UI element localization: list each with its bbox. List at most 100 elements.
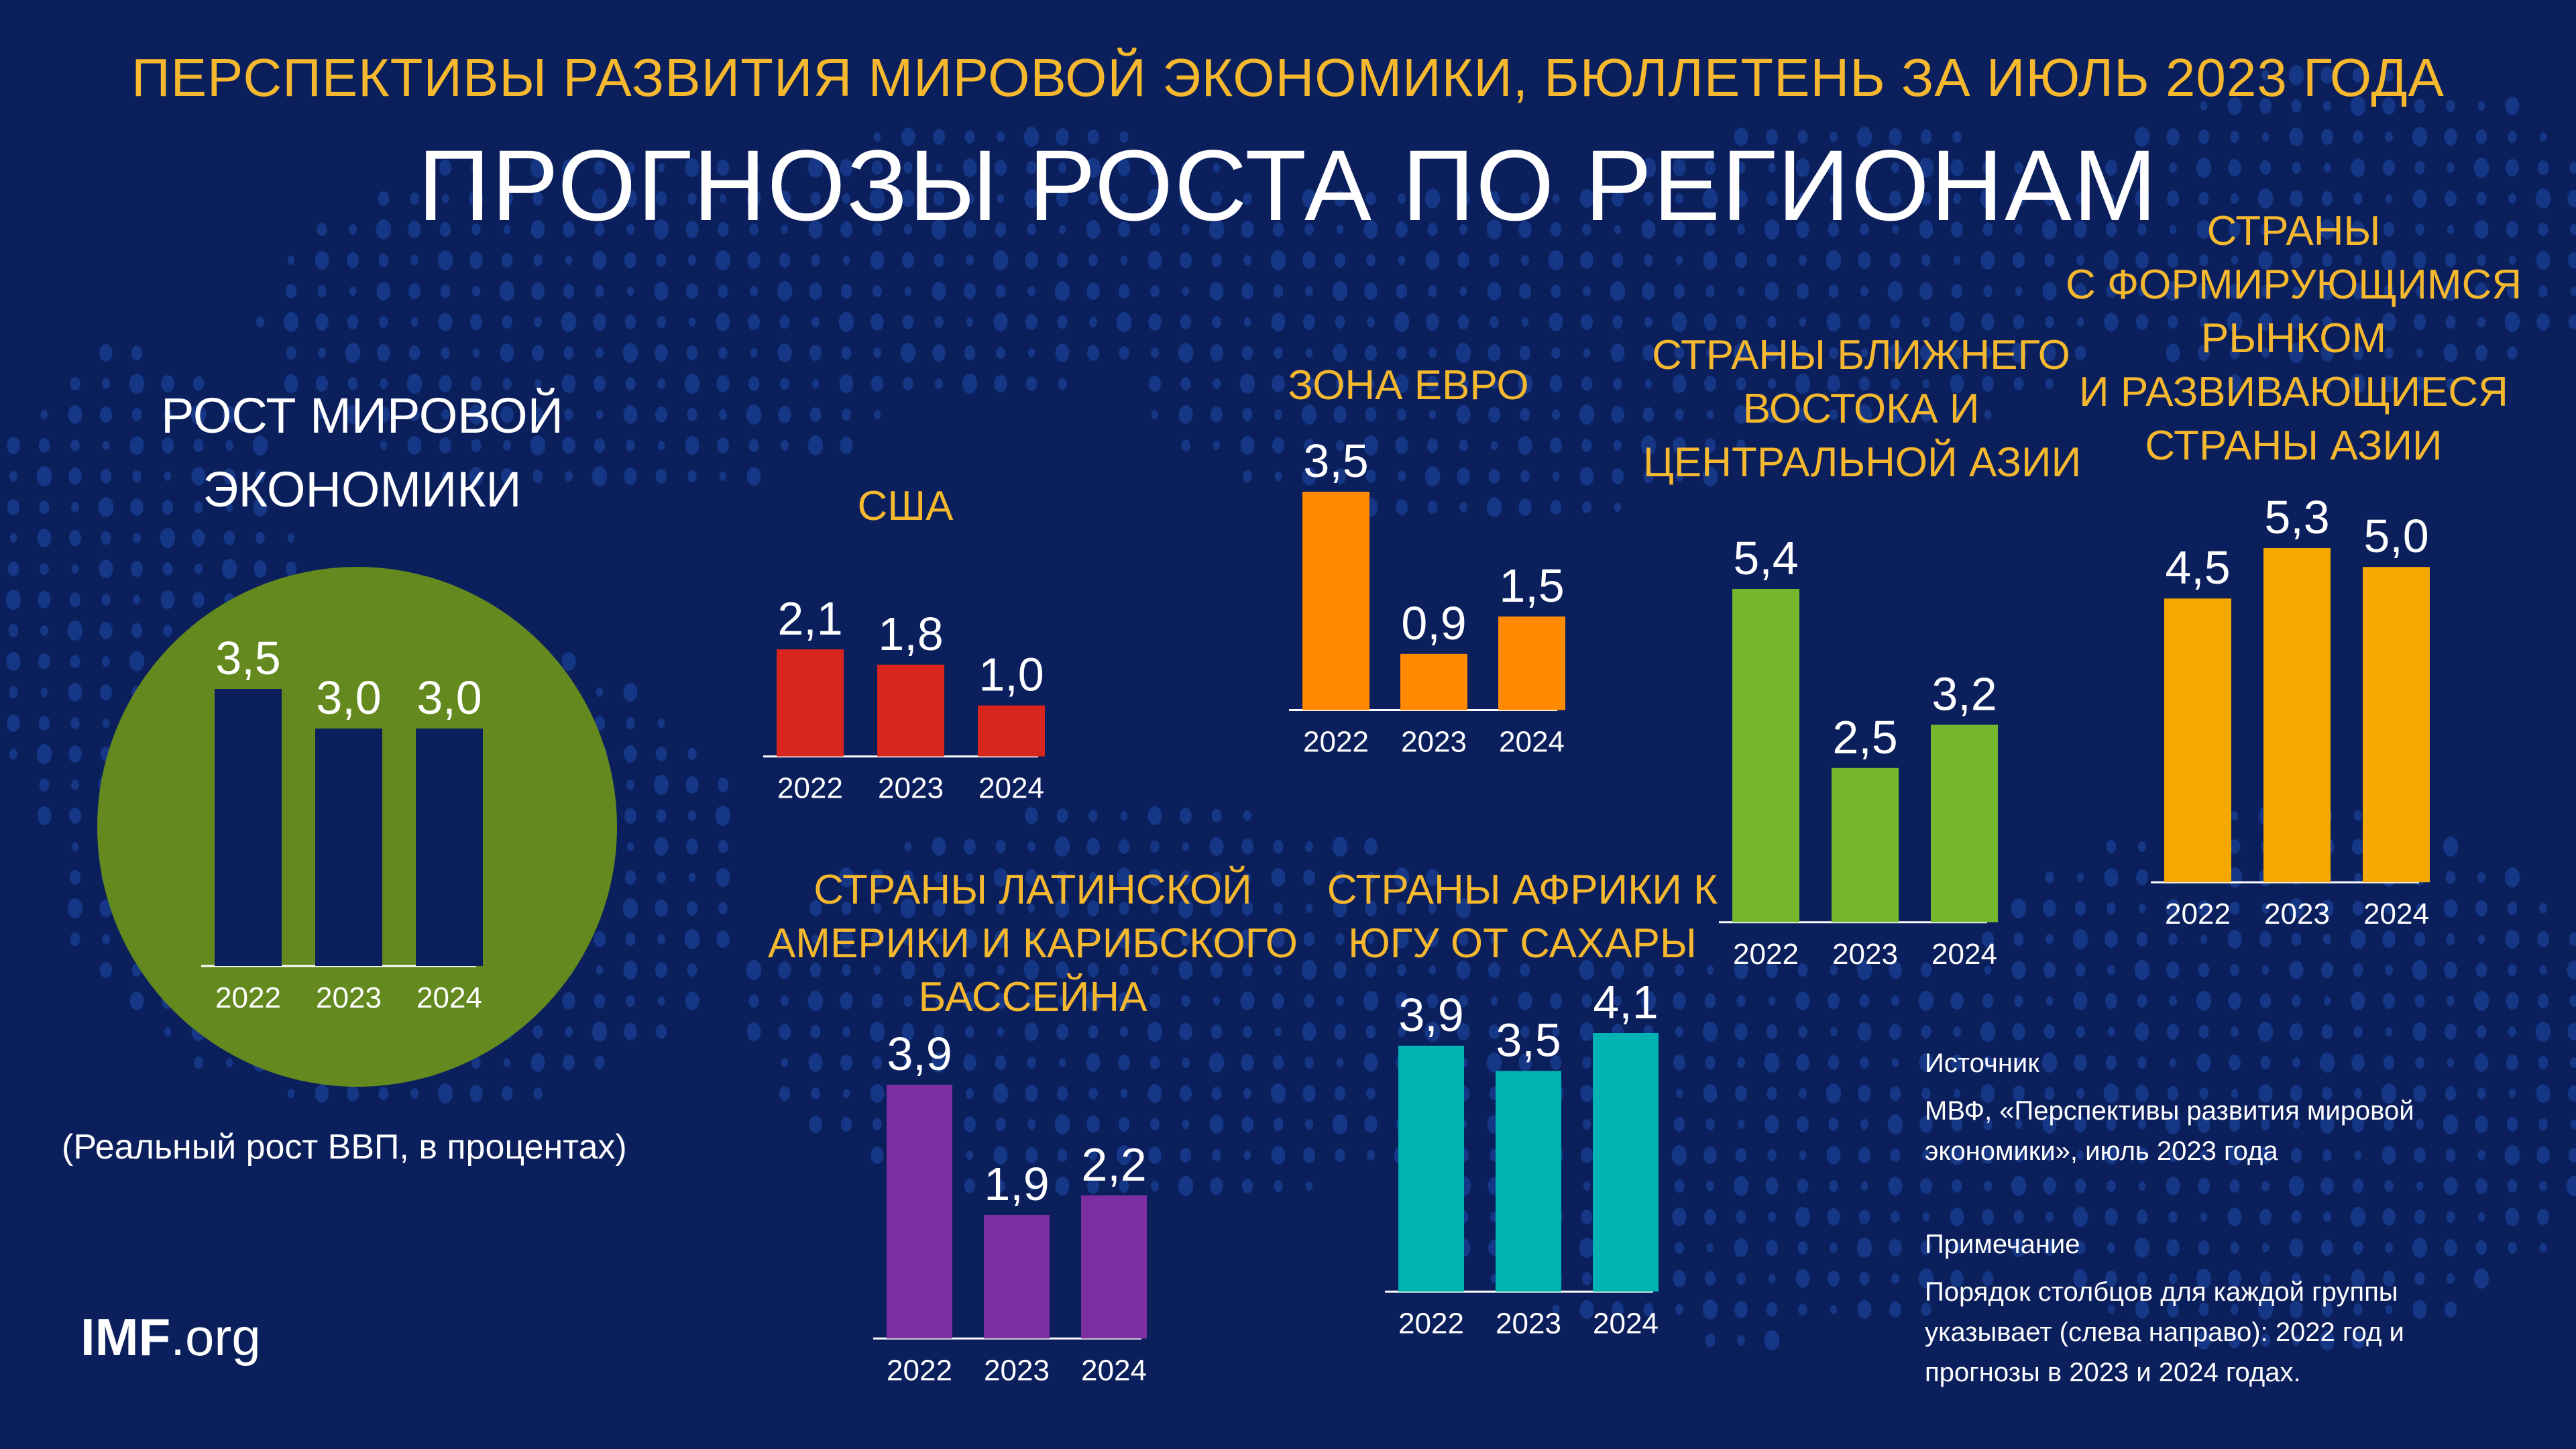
latam-title-line: АМЕРИКИ И КАРИБСКОГО bbox=[767, 920, 1298, 967]
emasia-title-line: И РАЗВИВАЮЩИЕСЯ bbox=[2079, 369, 2508, 415]
us-title-line: США bbox=[857, 483, 954, 529]
euro-title-line: ЗОНА ЕВРО bbox=[1288, 362, 1529, 409]
bar-2022 bbox=[777, 649, 844, 757]
source-text: МВФ, «Перспективы развития мировой эконо… bbox=[1925, 1091, 2448, 1171]
report-supertitle: ПЕРСПЕКТИВЫ РАЗВИТИЯ МИРОВОЙ ЭКОНОМИКИ, … bbox=[131, 48, 2445, 107]
data-label: 5,0 bbox=[2363, 510, 2428, 562]
emasia-title-line: РЫНКОМ bbox=[2200, 315, 2387, 362]
data-label: 3,9 bbox=[1398, 988, 1463, 1040]
note-line: указывает (слева направо): 2022 год и bbox=[1925, 1318, 2404, 1347]
x-tick-label: 2022 bbox=[777, 772, 843, 805]
emasia-bar-chart: 4,5 2022 5,3 2023 5,0 2024 bbox=[2151, 491, 2430, 930]
data-label: 2,2 bbox=[1081, 1138, 1146, 1191]
bar-2024 bbox=[1593, 1032, 1659, 1291]
world-title-line: РОСТ МИРОВОЙ bbox=[161, 388, 563, 443]
data-label: 3,5 bbox=[1303, 435, 1368, 487]
note-line: прогнозы в 2023 и 2024 годах. bbox=[1925, 1358, 2301, 1387]
latam-bar-chart: 3,9 2022 1,9 2023 2,2 2024 bbox=[873, 1028, 1147, 1387]
x-tick-label: 2022 bbox=[887, 1354, 952, 1387]
bar-2023 bbox=[1496, 1070, 1561, 1291]
unit-note: (Реальный рост ВВП, в процентах) bbox=[62, 1128, 627, 1167]
x-tick-label: 2024 bbox=[1593, 1307, 1659, 1340]
data-label: 3,9 bbox=[887, 1028, 952, 1080]
euro-title: ЗОНА ЕВРО bbox=[1247, 359, 1569, 413]
bar-2024 bbox=[2363, 566, 2430, 882]
emasia-title-line: СТРАНЫ АЗИИ bbox=[2145, 423, 2443, 469]
data-label: 1,0 bbox=[978, 649, 1044, 701]
mecena-title-line: СТРАНЫ БЛИЖНЕГО bbox=[1652, 332, 2070, 378]
bar-2023 bbox=[1400, 653, 1467, 710]
world-title: РОСТ МИРОВОЙ ЭКОНОМИКИ bbox=[121, 379, 604, 527]
data-label: 5,4 bbox=[1733, 532, 1798, 584]
bar-2022 bbox=[1302, 491, 1369, 710]
us-title: США bbox=[771, 480, 1040, 533]
x-tick-label: 2022 bbox=[1733, 938, 1799, 971]
source-heading: Источник bbox=[1925, 1049, 2039, 1078]
bar-2023 bbox=[2263, 547, 2331, 882]
x-tick-label: 2023 bbox=[2264, 898, 2330, 930]
data-label: 3,0 bbox=[416, 672, 482, 724]
bar-2022 bbox=[887, 1084, 952, 1338]
x-tick-label: 2023 bbox=[1496, 1307, 1561, 1340]
latam-title-line: СТРАНЫ ЛАТИНСКОЙ bbox=[814, 867, 1252, 913]
data-label: 1,9 bbox=[984, 1158, 1049, 1210]
source-line: экономики», июль 2023 года bbox=[1925, 1136, 2278, 1166]
logo-light: .org bbox=[170, 1307, 261, 1366]
data-label: 0,9 bbox=[1401, 596, 1466, 649]
data-label: 3,5 bbox=[215, 632, 280, 684]
world-title-line: ЭКОНОМИКИ bbox=[203, 462, 522, 517]
bar-2024 bbox=[1498, 616, 1565, 710]
data-label: 3,5 bbox=[1496, 1014, 1561, 1066]
x-tick-label: 2022 bbox=[2165, 898, 2231, 930]
note-heading: Примечание bbox=[1925, 1230, 2080, 1259]
x-tick-label: 2022 bbox=[215, 981, 281, 1014]
x-tick-label: 2023 bbox=[1401, 725, 1467, 758]
x-tick-label: 2024 bbox=[2363, 898, 2429, 930]
x-tick-label: 2023 bbox=[316, 981, 382, 1014]
bar-2023 bbox=[315, 729, 382, 966]
x-tick-label: 2024 bbox=[416, 981, 482, 1014]
page-title: ПРОГНОЗЫ РОСТА ПО РЕГИОНАМ bbox=[418, 129, 2158, 241]
x-tick-label: 2024 bbox=[978, 772, 1044, 805]
bar-2024 bbox=[416, 729, 483, 966]
latam-title: СТРАНЫ ЛАТИНСКОЙ АМЕРИКИ И КАРИБСКОГО БА… bbox=[765, 863, 1301, 1024]
x-tick-label: 2023 bbox=[984, 1354, 1050, 1387]
x-tick-label: 2024 bbox=[1499, 725, 1565, 758]
data-label: 2,1 bbox=[777, 592, 842, 645]
latam-title-line: БАССЕЙНА bbox=[918, 974, 1147, 1020]
mecena-title-line: ЦЕНТРАЛЬНОЙ АЗИИ bbox=[1643, 439, 2082, 486]
source-line: МВФ, «Перспективы развития мировой bbox=[1925, 1096, 2414, 1126]
data-label: 3,0 bbox=[316, 672, 381, 724]
ssa-title-line: ЮГУ ОТ САХАРЫ bbox=[1348, 920, 1697, 967]
data-label: 5,3 bbox=[2264, 491, 2329, 543]
note-line: Порядок столбцов для каждой группы bbox=[1925, 1277, 2398, 1307]
bar-2022 bbox=[1732, 589, 1799, 922]
mecena-title-line: ВОСТОКА И bbox=[1742, 386, 1980, 432]
logo-bold: IMF bbox=[80, 1307, 171, 1366]
bar-2024 bbox=[978, 705, 1045, 757]
emasia-title: СТРАНЫ С ФОРМИРУЮЩИМСЯ РЫНКОМ И РАЗВИВАЮ… bbox=[2066, 205, 2522, 473]
note-text: Порядок столбцов для каждой группы указы… bbox=[1925, 1272, 2448, 1393]
mecena-bar-chart: 5,4 2022 2,5 2023 3,2 2024 bbox=[1719, 532, 1998, 971]
us-bar-chart: 2,1 2022 1,8 2023 1,0 2024 bbox=[763, 592, 1045, 805]
bar-2022 bbox=[2164, 598, 2231, 882]
bar-2024 bbox=[1931, 724, 1998, 922]
bar-2022 bbox=[215, 689, 282, 966]
imf-logo[interactable]: IMF.org bbox=[80, 1307, 261, 1368]
x-tick-label: 2022 bbox=[1398, 1307, 1464, 1340]
data-label: 1,5 bbox=[1499, 559, 1564, 612]
x-tick-label: 2024 bbox=[1931, 938, 1997, 971]
x-tick-label: 2024 bbox=[1081, 1354, 1147, 1387]
bar-2024 bbox=[1081, 1195, 1147, 1338]
emasia-title-line: С ФОРМИРУЮЩИМСЯ bbox=[2066, 262, 2522, 308]
mecena-title: СТРАНЫ БЛИЖНЕГО ВОСТОКА И ЦЕНТРАЛЬНОЙ АЗ… bbox=[1643, 329, 2082, 490]
bar-2023 bbox=[1832, 767, 1899, 922]
ssa-title: СТРАНЫ АФРИКИ К ЮГУ ОТ САХАРЫ bbox=[1314, 863, 1730, 971]
ssa-bar-chart: 3,9 2022 3,5 2023 4,1 2024 bbox=[1385, 976, 1659, 1340]
bar-2023 bbox=[877, 665, 944, 757]
data-label: 2,5 bbox=[1832, 711, 1897, 763]
x-tick-label: 2022 bbox=[1303, 725, 1369, 758]
data-label: 4,1 bbox=[1593, 976, 1658, 1028]
emasia-title-line: СТРАНЫ bbox=[2206, 208, 2381, 254]
x-tick-label: 2023 bbox=[878, 772, 944, 805]
